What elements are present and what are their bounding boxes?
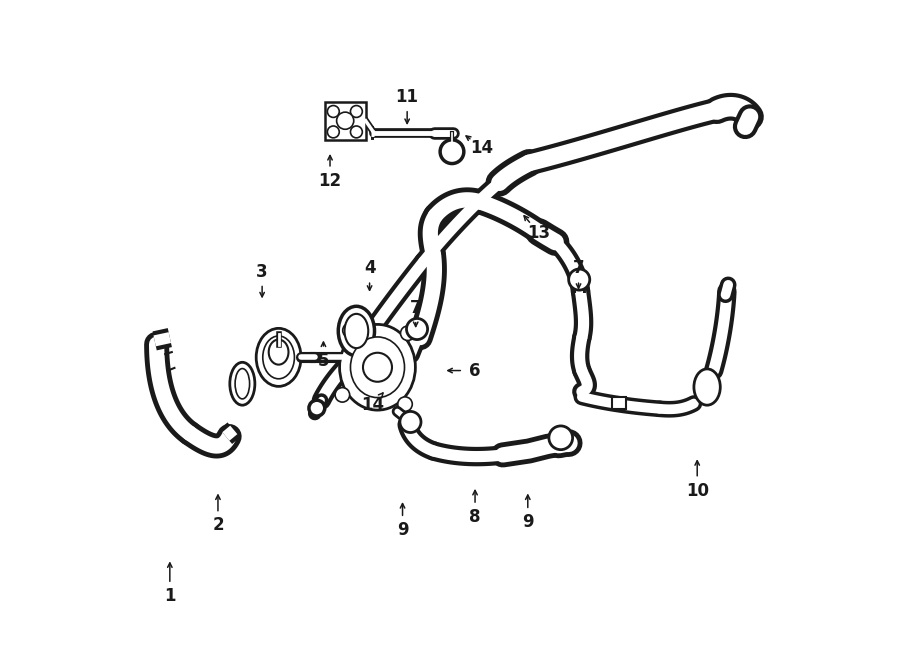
Text: 2: 2 bbox=[212, 516, 224, 534]
Text: 10: 10 bbox=[686, 481, 708, 500]
Circle shape bbox=[350, 105, 363, 117]
Text: 9: 9 bbox=[397, 521, 409, 539]
Text: 11: 11 bbox=[396, 88, 418, 106]
Text: 8: 8 bbox=[469, 508, 481, 526]
Ellipse shape bbox=[338, 307, 374, 355]
Ellipse shape bbox=[269, 340, 289, 365]
Text: 9: 9 bbox=[522, 513, 534, 531]
Ellipse shape bbox=[339, 324, 416, 410]
Circle shape bbox=[328, 105, 339, 117]
Circle shape bbox=[335, 388, 349, 402]
Text: 3: 3 bbox=[256, 263, 268, 281]
Text: 4: 4 bbox=[364, 260, 375, 277]
Text: 1: 1 bbox=[164, 587, 176, 605]
Ellipse shape bbox=[350, 337, 404, 398]
Text: 5: 5 bbox=[318, 352, 329, 369]
Ellipse shape bbox=[345, 314, 368, 348]
Text: 7: 7 bbox=[410, 299, 421, 317]
Ellipse shape bbox=[235, 369, 249, 399]
Circle shape bbox=[309, 401, 325, 416]
FancyBboxPatch shape bbox=[325, 101, 365, 140]
Text: 13: 13 bbox=[527, 224, 551, 242]
Circle shape bbox=[328, 126, 339, 138]
Ellipse shape bbox=[256, 328, 301, 387]
Text: 7: 7 bbox=[572, 260, 584, 277]
Text: 14: 14 bbox=[470, 139, 493, 157]
FancyBboxPatch shape bbox=[611, 397, 626, 409]
Circle shape bbox=[549, 426, 572, 449]
Ellipse shape bbox=[263, 336, 294, 379]
Text: 14: 14 bbox=[361, 396, 384, 414]
Ellipse shape bbox=[694, 369, 720, 405]
Ellipse shape bbox=[230, 362, 255, 405]
Circle shape bbox=[398, 397, 412, 411]
Circle shape bbox=[407, 318, 428, 340]
Circle shape bbox=[343, 323, 357, 338]
Circle shape bbox=[400, 411, 421, 432]
Circle shape bbox=[440, 140, 464, 164]
Circle shape bbox=[350, 126, 363, 138]
Circle shape bbox=[569, 269, 590, 290]
Circle shape bbox=[363, 353, 392, 382]
Circle shape bbox=[400, 326, 415, 340]
Circle shape bbox=[337, 112, 354, 129]
Text: 6: 6 bbox=[469, 361, 481, 379]
Text: 12: 12 bbox=[319, 171, 342, 190]
